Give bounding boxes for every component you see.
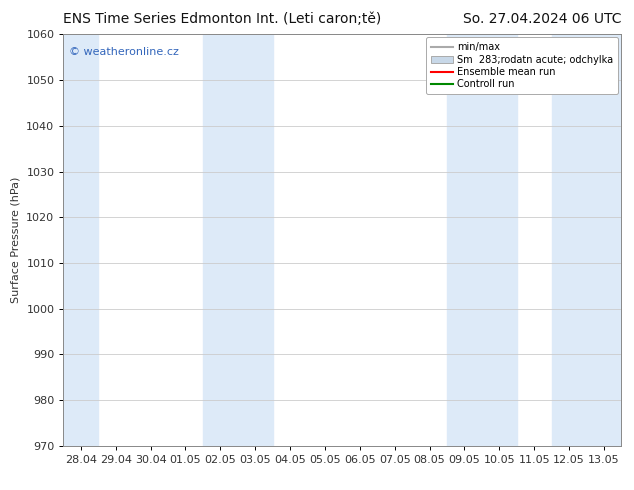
Text: © weatheronline.cz: © weatheronline.cz — [69, 47, 179, 57]
Bar — [552, 34, 621, 446]
Bar — [447, 34, 517, 446]
Y-axis label: Surface Pressure (hPa): Surface Pressure (hPa) — [11, 177, 21, 303]
Text: ENS Time Series Edmonton Int. (Leti caron;tě): ENS Time Series Edmonton Int. (Leti caro… — [63, 12, 382, 26]
Text: So. 27.04.2024 06 UTC: So. 27.04.2024 06 UTC — [463, 12, 621, 26]
Legend: min/max, Sm  283;rodatn acute; odchylka, Ensemble mean run, Controll run: min/max, Sm 283;rodatn acute; odchylka, … — [426, 37, 618, 94]
Bar — [203, 34, 273, 446]
Bar — [63, 34, 98, 446]
